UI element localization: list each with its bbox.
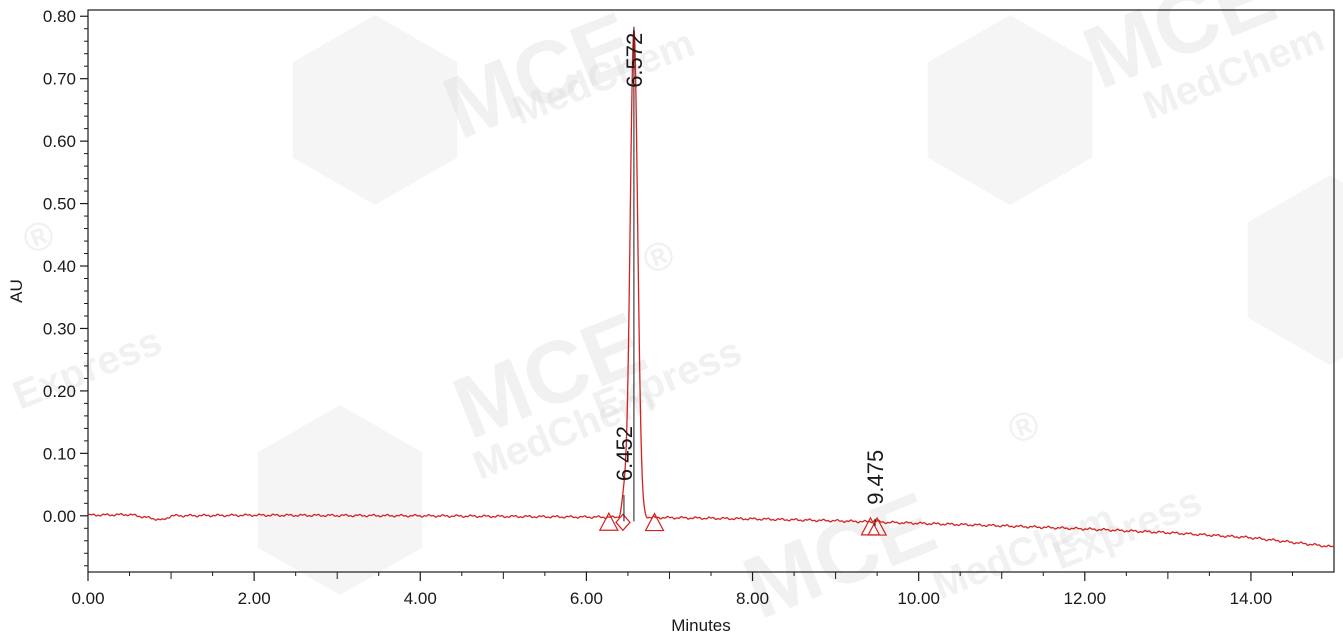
- x-axis-label: Minutes: [671, 616, 731, 635]
- chromatogram-trace: [87, 29, 1335, 548]
- triangle-marker-icon: [867, 516, 888, 536]
- watermark-logo-icon: [1247, 175, 1343, 365]
- x-tick-label: 0.00: [71, 589, 104, 608]
- watermark-text: ®: [1002, 402, 1046, 454]
- watermark-text: ®: [637, 232, 681, 284]
- watermark-text: ®: [17, 212, 61, 264]
- y-tick-label: 0.20: [43, 382, 76, 401]
- y-tick-label: 0.70: [43, 70, 76, 89]
- peak-label: 6.572: [622, 33, 647, 88]
- diamond-marker-icon: [615, 513, 631, 532]
- y-tick-label: 0.80: [43, 7, 76, 26]
- axes: 0.00 0.10 0.20 0.30 0.40 0.50 0.60 0.70 0.80 0.00…: [7, 7, 1335, 635]
- chromatogram-series: [87, 29, 1335, 548]
- x-tick-label: 4.00: [404, 589, 437, 608]
- y-tick-label: 0.00: [43, 507, 76, 526]
- peak-markers: [598, 511, 888, 536]
- y-tick-label: 0.40: [43, 257, 76, 276]
- y-tick-label: 0.30: [43, 319, 76, 338]
- watermark-logo-icon: [257, 405, 423, 595]
- y-axis-label: AU: [7, 279, 26, 303]
- watermark-text: MCE: [730, 473, 948, 637]
- triangle-marker-icon: [644, 512, 665, 532]
- watermark-logo-icon: [927, 15, 1093, 205]
- peak-label: 6.452: [612, 426, 637, 481]
- peak-labels: 6.452 6.572 9.475: [612, 26, 888, 526]
- x-tick-label: 2.00: [238, 589, 271, 608]
- x-tick-label: 12.00: [1064, 589, 1107, 608]
- x-tick-label: 14.00: [1230, 589, 1273, 608]
- y-tick-label: 0.60: [43, 132, 76, 151]
- x-tick-label: 8.00: [736, 589, 769, 608]
- watermark-logo-icon: [292, 15, 458, 205]
- y-tick-label: 0.50: [43, 195, 76, 214]
- x-tick-label: 10.00: [897, 589, 940, 608]
- peak-label: 9.475: [863, 450, 888, 505]
- triangle-marker-icon: [598, 511, 619, 531]
- y-tick-label: 0.10: [43, 444, 76, 463]
- x-tick-label: 6.00: [570, 589, 603, 608]
